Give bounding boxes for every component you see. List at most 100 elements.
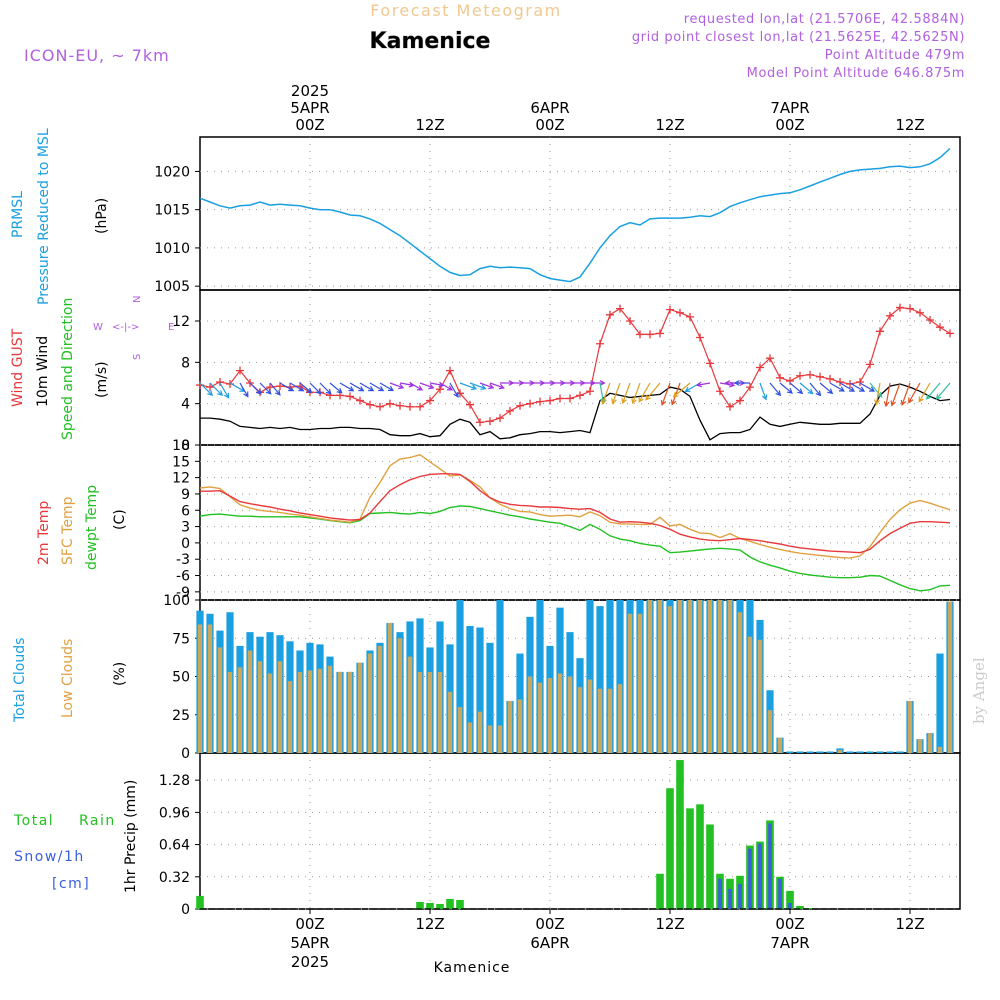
gust-marker xyxy=(726,402,734,411)
low-cloud-bar xyxy=(837,749,843,753)
low-cloud-bar xyxy=(937,746,943,753)
rain-bar xyxy=(656,873,664,909)
top-time-label: 12Z xyxy=(415,116,444,134)
wind-arrow xyxy=(299,382,313,394)
pressure-unit: (hPa) xyxy=(94,198,110,234)
panel-frame-precip xyxy=(199,752,961,910)
wind-arrow xyxy=(199,382,214,397)
low-cloud-bar xyxy=(467,722,473,753)
compass-cross: <-|-> xyxy=(112,322,139,333)
wind-arrow xyxy=(329,382,343,394)
ytick-label: 3 xyxy=(181,520,190,536)
model-label: ICON-EU, ~ 7km xyxy=(24,46,170,65)
low-cloud-bar xyxy=(497,725,503,753)
wind-arrow xyxy=(339,382,355,392)
low-cloud-bar xyxy=(657,600,663,753)
low-cloud-bar xyxy=(597,688,603,753)
low-cloud-bar xyxy=(727,600,733,753)
gust-marker xyxy=(206,383,214,392)
snow-bar xyxy=(748,848,752,909)
t2m-line xyxy=(200,473,951,554)
low-cloud-bar xyxy=(777,737,783,753)
precip-unit: 1hr Precip (mm) xyxy=(123,780,139,893)
top-time-label: 12Z xyxy=(655,116,684,134)
pressure-line xyxy=(199,147,951,283)
gust-marker xyxy=(746,383,754,392)
wind-arrow xyxy=(900,382,911,406)
compass-s: S xyxy=(132,354,143,360)
low-cloud-bar xyxy=(947,601,953,753)
gust-marker xyxy=(646,330,654,339)
ytick-label: 0.96 xyxy=(159,805,190,821)
low-cloud-bar xyxy=(367,653,373,753)
gust-marker xyxy=(876,327,884,336)
low-cloud-bar xyxy=(627,613,633,753)
snow-bar xyxy=(768,823,772,909)
total-cloud-bar xyxy=(796,751,804,753)
pressure-label-a: PRMSL xyxy=(10,191,26,238)
total-cloud-bar xyxy=(466,626,474,753)
rain-bar xyxy=(446,898,454,909)
low-cloud-bar xyxy=(687,600,693,753)
ytick-label: 1020 xyxy=(154,164,190,180)
gust-marker xyxy=(466,400,474,409)
total-cloud-bar xyxy=(866,751,874,753)
low-cloud-bar xyxy=(227,671,233,753)
wind-arrow xyxy=(869,382,883,398)
wind-arrow xyxy=(369,382,385,392)
gust-marker xyxy=(866,360,874,369)
gust-marker xyxy=(836,377,844,386)
wind-arrow xyxy=(349,382,365,392)
ytick-label: -9 xyxy=(176,585,190,601)
total-cloud-bar xyxy=(476,627,484,753)
low-cloud-bar xyxy=(207,624,213,753)
low-cloud-bar xyxy=(277,661,283,753)
low-cloud-bar xyxy=(437,671,443,753)
panel-frame-wind xyxy=(199,289,961,446)
gust-marker xyxy=(816,372,824,381)
low-cloud-bar xyxy=(527,676,533,753)
wind-arrow xyxy=(599,382,606,405)
wind-arrow xyxy=(645,382,661,401)
ytick-label: 9 xyxy=(181,487,190,503)
wind-arrow xyxy=(908,382,921,404)
ytick-label: 0 xyxy=(181,438,190,454)
wind-arrow xyxy=(829,382,845,392)
low-cloud-label: Low Clouds xyxy=(60,639,76,718)
low-cloud-bar xyxy=(387,622,393,753)
wind-arrow xyxy=(935,382,951,400)
gust-marker xyxy=(806,370,814,379)
top-time-label: 6APR xyxy=(530,99,569,117)
rain-bar xyxy=(796,905,804,909)
gust-marker xyxy=(946,329,954,338)
gust-marker xyxy=(916,308,924,317)
t2m-label: 2m Temp xyxy=(36,501,52,565)
gust-marker xyxy=(416,402,424,411)
top-time-label: 12Z xyxy=(895,116,924,134)
snow-bar xyxy=(738,883,742,909)
low-cloud-bar xyxy=(417,671,423,753)
low-cloud-bar xyxy=(257,661,263,753)
ytick-label: 50 xyxy=(172,670,190,686)
wind-arrow xyxy=(439,382,454,391)
wind-arrow xyxy=(379,382,395,392)
rain-bar xyxy=(786,890,794,909)
ytick-label: -6 xyxy=(176,569,190,585)
snow-bar xyxy=(788,902,792,909)
total-cloud-bar xyxy=(786,751,794,753)
wind-arrow xyxy=(621,382,631,405)
top-time-label: 2025 xyxy=(291,82,329,100)
bottom-time-label: 2025 xyxy=(291,953,329,971)
wind-dir-label: Speed and Direction xyxy=(60,298,76,440)
wind-arrow xyxy=(759,382,768,401)
total-cloud-bar xyxy=(936,653,944,753)
low-cloud-bar xyxy=(487,725,493,753)
wind-arrow xyxy=(249,382,262,395)
compass-e: E xyxy=(168,322,174,333)
total-cloud-bar xyxy=(816,751,824,753)
gust-marker xyxy=(236,366,244,375)
gridpoint-coords: grid point closest lon,lat (21.5625E, 42… xyxy=(632,30,965,45)
gust-marker xyxy=(886,311,894,320)
gust-marker xyxy=(506,406,514,415)
low-cloud-bar xyxy=(217,647,223,753)
